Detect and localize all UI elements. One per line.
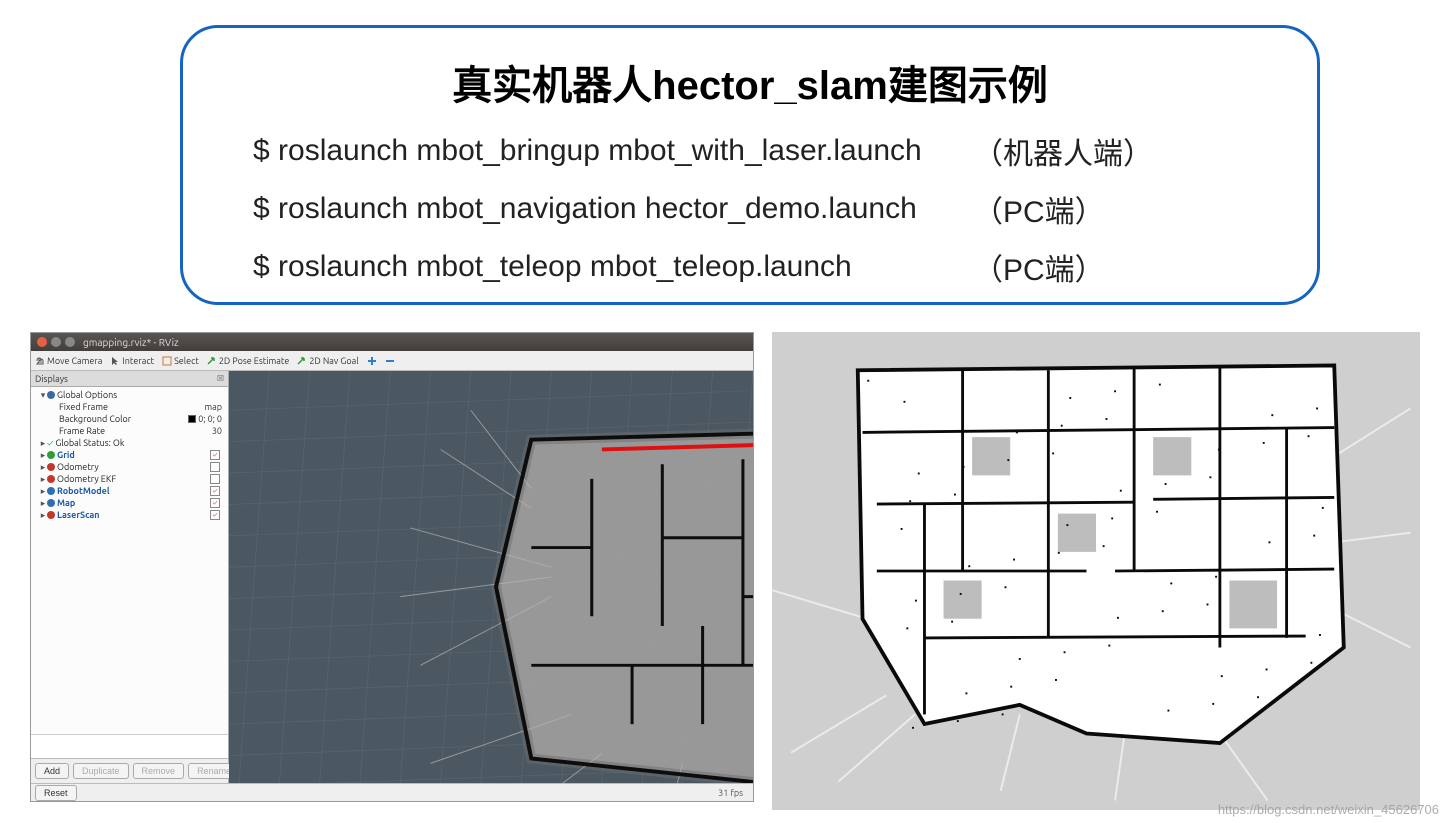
command-note: （PC端） [973,187,1105,231]
reset-button[interactable]: Reset [35,785,77,801]
command-row: $ roslaunch mbot_teleop mbot_teleop.laun… [253,245,1247,289]
tree-value: 30 [212,426,226,436]
displays-title: Displays [35,374,68,384]
checkbox-icon[interactable]: ✓ [210,498,220,508]
duplicate-button[interactable]: Duplicate [73,763,129,779]
title-box: 真实机器人hector_slam建图示例 $ roslaunch mbot_br… [180,25,1320,305]
tree-label: Odometry EKF [57,474,116,484]
tool-select[interactable]: Select [162,356,199,366]
pose-est-icon [207,356,217,366]
type-icon [47,499,55,507]
tool-label: Move Camera [47,356,102,366]
nav-goal-icon [297,356,307,366]
interact-icon [110,356,120,366]
tree-label: Frame Rate [59,426,105,436]
tree-label: Odometry [57,462,99,472]
panel-undock-icon[interactable]: ☒ [217,374,224,383]
tool-label: Interact [122,356,154,366]
tree-label: Fixed Frame [59,402,108,412]
displays-panel-header[interactable]: Displays ☒ [31,371,228,387]
tool-pose-est[interactable]: 2D Pose Estimate [207,356,290,366]
rviz-3d-view[interactable] [229,371,753,783]
command-text: $ roslaunch mbot_teleop mbot_teleop.laun… [253,250,973,284]
type-icon [47,475,55,483]
checkbox-icon[interactable]: ✓ [210,450,220,460]
select-icon [162,356,172,366]
type-icon [47,463,55,471]
tree-item[interactable]: ▸Odometry EKF [33,473,226,485]
command-text: $ roslaunch mbot_bringup mbot_with_laser… [253,134,973,168]
rviz-window: gmapping.rviz* - RViz Move Camera Interac… [30,332,754,802]
rviz-status-bar: Reset 31 fps [31,783,753,801]
tree-label: Background Color [59,414,131,424]
tree-label: Global Options [57,390,117,400]
displays-tree[interactable]: ▾Global OptionsFixed FramemapBackground … [31,387,228,734]
tree-item[interactable]: ▸Map✓ [33,497,226,509]
tool-label: 2D Nav Goal [309,356,358,366]
tree-item[interactable]: ▸✓Global Status: Ok [33,437,226,449]
check-icon: ✓ [47,438,53,448]
displays-buttons: Add Duplicate Remove Rename [31,758,228,783]
tool-move-camera[interactable]: Move Camera [35,356,102,366]
tree-label: Map [57,498,75,508]
tool-interact[interactable]: Interact [110,356,154,366]
tool-plus[interactable] [367,356,377,366]
tree-label: Grid [57,450,75,460]
command-note: （机器人端） [973,129,1153,173]
tree-item[interactable]: ▾Global Options [33,389,226,401]
tool-label: Select [174,356,199,366]
screenshots-row: gmapping.rviz* - RViz Move Camera Interac… [30,332,1420,810]
rviz-toolbar: Move Camera Interact Select 2D Pose Estimat… [31,351,753,371]
type-icon [47,511,55,519]
tree-item[interactable]: ▸RobotModel✓ [33,485,226,497]
tree-label: Global Status: Ok [55,438,124,448]
checkbox-icon[interactable]: ✓ [210,510,220,520]
plus-icon [367,356,377,366]
type-icon [47,451,55,459]
command-row: $ roslaunch mbot_navigation hector_demo.… [253,187,1247,231]
tool-label: 2D Pose Estimate [219,356,290,366]
tree-item[interactable]: Background Color 0; 0; 0 [33,413,226,425]
checkbox-icon[interactable] [210,474,220,484]
tree-item[interactable]: ▸LaserScan✓ [33,509,226,521]
window-title: gmapping.rviz* - RViz [83,337,179,348]
remove-button[interactable]: Remove [133,763,185,779]
minus-icon [385,356,395,366]
command-text: $ roslaunch mbot_navigation hector_demo.… [253,192,973,226]
type-icon [47,391,55,399]
tree-item[interactable]: ▸Odometry [33,461,226,473]
fps-label: 31 fps [718,788,749,798]
tree-item[interactable]: ▸Grid✓ [33,449,226,461]
command-note: （PC端） [973,245,1105,289]
tree-value: 0; 0; 0 [188,414,226,424]
add-button[interactable]: Add [35,763,69,779]
displays-panel: Displays ☒ ▾Global OptionsFixed Frame map… [31,371,229,783]
checkbox-icon[interactable] [210,462,220,472]
minimize-icon[interactable] [51,337,61,347]
type-icon [47,487,55,495]
command-row: $ roslaunch mbot_bringup mbot_with_laser… [253,129,1247,173]
rviz-titlebar[interactable]: gmapping.rviz* - RViz [31,333,753,351]
tree-value: map [204,402,226,412]
maximize-icon[interactable] [65,337,75,347]
close-icon[interactable] [37,337,47,347]
tree-label: RobotModel [57,486,110,496]
watermark: https://blog.csdn.net/weixin_45626706 [1218,802,1439,817]
tree-label: LaserScan [57,510,100,520]
tree-item[interactable]: Frame Rate 30 [33,425,226,437]
move-camera-icon [35,356,45,366]
tool-minus[interactable] [385,356,395,366]
checkbox-icon[interactable]: ✓ [210,486,220,496]
slam-map [772,332,1420,810]
title-heading: 真实机器人hector_slam建图示例 [253,53,1247,111]
tool-nav-goal[interactable]: 2D Nav Goal [297,356,358,366]
tree-item[interactable]: Fixed Frame map [33,401,226,413]
description-box [31,734,228,758]
